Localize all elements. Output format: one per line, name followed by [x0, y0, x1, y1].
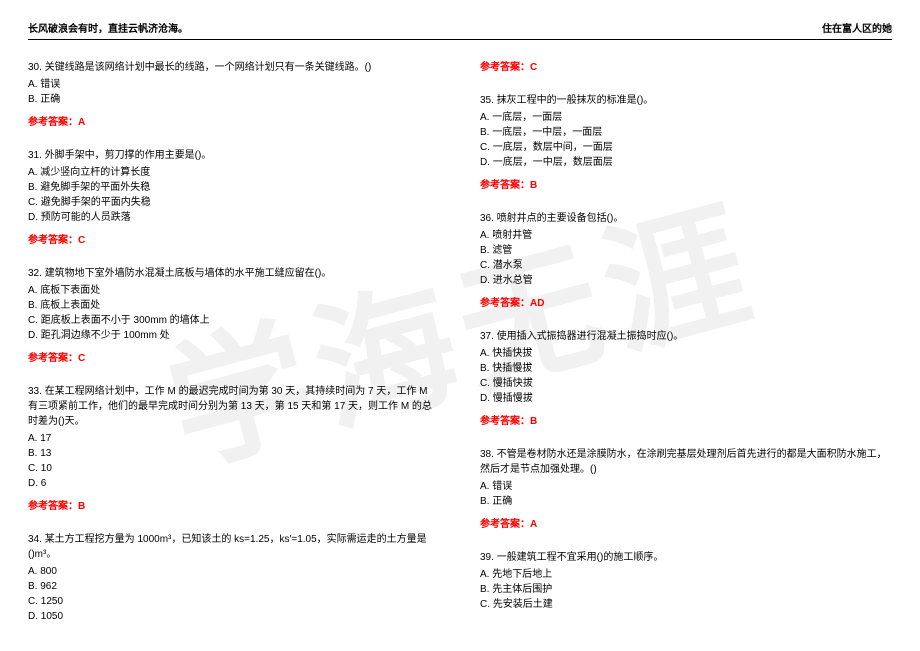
page-header: 长风破浪会有时，直挂云帆济沧海。 住在富人区的她 — [28, 20, 892, 40]
question-39: 39. 一般建筑工程不宜采用()的施工顺序。 A. 先地下后地上 B. 先主体后… — [480, 550, 892, 612]
option: A. 快插快拔 — [480, 346, 892, 361]
option: C. 一底层，数层中间，一面层 — [480, 140, 892, 155]
question-38: 38. 不管是卷材防水还是涂膜防水，在涂刷完基层处理剂后首先进行的都是大面积防水… — [480, 447, 892, 532]
option: B. 13 — [28, 446, 440, 461]
answer-text: 参考答案：C — [28, 351, 440, 366]
question-text: 35. 抹灰工程中的一般抹灰的标准是()。 — [480, 93, 892, 108]
answer-text: 参考答案：AD — [480, 296, 892, 311]
question-text: 30. 关键线路是该网络计划中最长的线路，一个网络计划只有一条关键线路。() — [28, 60, 440, 75]
option: A. 减少竖向立杆的计算长度 — [28, 165, 440, 180]
option: A. 17 — [28, 431, 440, 446]
answer-text: 参考答案：C — [28, 233, 440, 248]
option: B. 底板上表面处 — [28, 298, 440, 313]
right-column: 参考答案：C 35. 抹灰工程中的一般抹灰的标准是()。 A. 一底层，一面层 … — [480, 60, 892, 642]
answer-text: 参考答案：A — [480, 517, 892, 532]
question-35: 35. 抹灰工程中的一般抹灰的标准是()。 A. 一底层，一面层 B. 一底层，… — [480, 93, 892, 193]
option: C. 距底板上表面不小于 300mm 的墙体上 — [28, 313, 440, 328]
option: B. 962 — [28, 579, 440, 594]
option: C. 潜水泵 — [480, 258, 892, 273]
answer-text: 参考答案：C — [480, 60, 892, 75]
option: B. 正确 — [480, 494, 892, 509]
question-text: 34. 某土方工程挖方量为 1000m³，已知该土的 ks=1.25，ks'=1… — [28, 532, 440, 562]
question-32: 32. 建筑物地下室外墙防水混凝土底板与墙体的水平施工缝应留在()。 A. 底板… — [28, 266, 440, 366]
question-text: 38. 不管是卷材防水还是涂膜防水，在涂刷完基层处理剂后首先进行的都是大面积防水… — [480, 447, 892, 477]
question-text: 33. 在某工程网络计划中，工作 M 的最迟完成时间为第 30 天，其持续时间为… — [28, 384, 440, 429]
option: D. 一底层，一中层，数层面层 — [480, 155, 892, 170]
question-37: 37. 使用插入式振捣器进行混凝土振捣时应()。 A. 快插快拔 B. 快插慢拔… — [480, 329, 892, 429]
option: A. 800 — [28, 564, 440, 579]
option: C. 10 — [28, 461, 440, 476]
question-31: 31. 外脚手架中，剪刀撑的作用主要是()。 A. 减少竖向立杆的计算长度 B.… — [28, 148, 440, 248]
option: B. 先主体后围护 — [480, 582, 892, 597]
question-text: 31. 外脚手架中，剪刀撑的作用主要是()。 — [28, 148, 440, 163]
option: B. 正确 — [28, 92, 440, 107]
answer-text: 参考答案：B — [28, 499, 440, 514]
option: B. 避免脚手架的平面外失稳 — [28, 180, 440, 195]
header-right: 住在富人区的她 — [822, 20, 892, 35]
option: A. 先地下后地上 — [480, 567, 892, 582]
option: D. 进水总管 — [480, 273, 892, 288]
option: B. 快插慢拔 — [480, 361, 892, 376]
option: C. 1250 — [28, 594, 440, 609]
question-text: 32. 建筑物地下室外墙防水混凝土底板与墙体的水平施工缝应留在()。 — [28, 266, 440, 281]
option: A. 底板下表面处 — [28, 283, 440, 298]
option: C. 先安装后土建 — [480, 597, 892, 612]
header-left: 长风破浪会有时，直挂云帆济沧海。 — [28, 20, 188, 35]
option: A. 一底层，一面层 — [480, 110, 892, 125]
question-30: 30. 关键线路是该网络计划中最长的线路，一个网络计划只有一条关键线路。() A… — [28, 60, 440, 130]
option: B. 一底层，一中层，一面层 — [480, 125, 892, 140]
question-text: 39. 一般建筑工程不宜采用()的施工顺序。 — [480, 550, 892, 565]
question-34: 34. 某土方工程挖方量为 1000m³，已知该土的 ks=1.25，ks'=1… — [28, 532, 440, 624]
left-column: 30. 关键线路是该网络计划中最长的线路，一个网络计划只有一条关键线路。() A… — [28, 60, 440, 642]
option: A. 错误 — [480, 479, 892, 494]
content-area: 30. 关键线路是该网络计划中最长的线路，一个网络计划只有一条关键线路。() A… — [28, 60, 892, 642]
question-text: 37. 使用插入式振捣器进行混凝土振捣时应()。 — [480, 329, 892, 344]
answer-text: 参考答案：B — [480, 178, 892, 193]
option: C. 慢插快拔 — [480, 376, 892, 391]
option: C. 避免脚手架的平面内失稳 — [28, 195, 440, 210]
question-36: 36. 喷射井点的主要设备包括()。 A. 喷射井管 B. 滤管 C. 潜水泵 … — [480, 211, 892, 311]
answer-text: 参考答案：A — [28, 115, 440, 130]
option: D. 距孔洞边缘不少于 100mm 处 — [28, 328, 440, 343]
option: A. 错误 — [28, 77, 440, 92]
option: D. 6 — [28, 476, 440, 491]
answer-text: 参考答案：B — [480, 414, 892, 429]
option: D. 1050 — [28, 609, 440, 624]
option: D. 慢插慢拔 — [480, 391, 892, 406]
question-text: 36. 喷射井点的主要设备包括()。 — [480, 211, 892, 226]
option: D. 预防可能的人员跌落 — [28, 210, 440, 225]
question-33: 33. 在某工程网络计划中，工作 M 的最迟完成时间为第 30 天，其持续时间为… — [28, 384, 440, 514]
option: A. 喷射井管 — [480, 228, 892, 243]
option: B. 滤管 — [480, 243, 892, 258]
